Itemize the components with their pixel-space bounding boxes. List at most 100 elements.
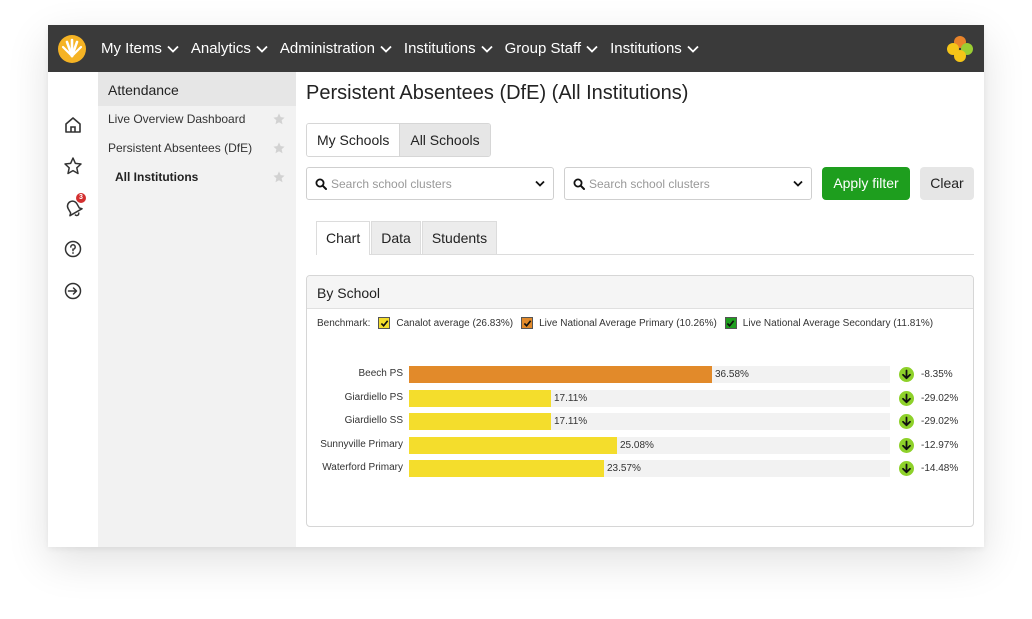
all-schools-button[interactable]: All Schools xyxy=(399,124,490,156)
cluster-select-2[interactable]: Search school clusters xyxy=(564,167,812,200)
app-logo-icon[interactable] xyxy=(57,34,87,64)
side-menu: Attendance Live Overview Dashboard Persi… xyxy=(98,72,296,547)
bar-value-label: 36.58% xyxy=(715,369,749,380)
by-school-bar-chart: Beech PS 36.58% -8.35% Giardiello PS 17.11% -… xyxy=(307,366,973,496)
side-menu-item-label: Live Overview Dashboard xyxy=(108,112,246,126)
chart-row: Giardiello PS 17.11% -29.02% xyxy=(307,389,973,408)
bar[interactable] xyxy=(409,460,604,477)
chevron-down-icon xyxy=(535,180,545,187)
category-label: Giardiello PS xyxy=(344,391,403,403)
side-menu-item-all-institutions[interactable]: All Institutions xyxy=(98,164,296,193)
nav-institutions[interactable]: Institutions xyxy=(404,40,493,57)
clear-button[interactable]: Clear xyxy=(920,167,974,200)
school-scope-toggle: My Schools All Schools xyxy=(306,123,491,157)
app-window: My Items Analytics Administration Instit… xyxy=(48,25,984,547)
bar-value-label: 25.08% xyxy=(620,439,654,451)
bar-track: 17.11% xyxy=(409,413,890,430)
benchmark-label: Benchmark: xyxy=(317,317,371,329)
arrow-down-icon xyxy=(899,390,914,406)
arrow-down-icon xyxy=(899,414,914,429)
chevron-down-icon xyxy=(481,45,493,53)
tab-data[interactable]: Data xyxy=(371,221,421,254)
chevron-down-icon xyxy=(793,180,803,187)
change-value: -29.02% xyxy=(921,416,959,427)
my-schools-button[interactable]: My Schools xyxy=(307,124,400,156)
favorite-star-icon[interactable] xyxy=(272,141,286,155)
nav-label: My Items xyxy=(101,40,162,57)
search-icon xyxy=(315,178,327,190)
side-menu-item-label: Persistent Absentees (DfE) xyxy=(108,141,253,155)
benchmark-legend: Benchmark: Canalot average (26.83%) Live… xyxy=(317,317,941,329)
chart-row: Beech PS 36.58% -8.35% xyxy=(307,366,973,384)
side-menu-header: Attendance xyxy=(98,72,296,106)
chevron-down-icon xyxy=(586,45,598,53)
icon-rail: 3 xyxy=(48,72,98,547)
side-menu-item-persistent-absentees[interactable]: Persistent Absentees (DfE) xyxy=(98,135,296,164)
change-value: -29.02% xyxy=(921,392,959,404)
legend-item-primary[interactable]: Live National Average Primary (10.26%) xyxy=(521,317,717,329)
bar-track: 25.08% xyxy=(409,436,890,454)
cluster-select-1[interactable]: Search school clusters xyxy=(306,167,554,200)
nav-institutions-2[interactable]: Institutions xyxy=(610,40,699,57)
change-value: -8.35% xyxy=(921,369,953,380)
nav-group-staff[interactable]: Group Staff xyxy=(505,40,598,57)
by-school-panel: By School Benchmark: Canalot average (26… xyxy=(306,275,974,527)
arrow-down-icon xyxy=(899,461,914,476)
arrow-down-icon xyxy=(899,367,914,382)
notification-badge: 3 xyxy=(76,193,86,203)
nav-administration[interactable]: Administration xyxy=(280,40,392,57)
category-label: Beech PS xyxy=(358,368,403,379)
legend-checkbox[interactable] xyxy=(378,317,391,329)
legend-item-canalot[interactable]: Canalot average (26.83%) xyxy=(378,317,513,329)
chevron-down-icon xyxy=(380,45,392,53)
legend-item-secondary[interactable]: Live National Average Secondary (11.81%) xyxy=(724,317,934,329)
legend-label: Live National Average Secondary (11.81%) xyxy=(742,317,934,329)
chevron-down-icon xyxy=(687,45,699,53)
logout-icon[interactable] xyxy=(62,280,84,302)
search-icon xyxy=(573,178,585,190)
legend-label: Canalot average (26.83%) xyxy=(396,317,514,329)
cluster-select-placeholder: Search school clusters xyxy=(331,176,452,191)
tab-students[interactable]: Students xyxy=(421,221,498,254)
main-nav: My Items Analytics Administration Instit… xyxy=(101,40,711,57)
chart-row: Sunnyville Primary 25.08% -12.97% xyxy=(307,436,973,455)
check-icon xyxy=(523,319,531,327)
bar-track: 36.58% xyxy=(409,366,890,383)
nav-label: Analytics xyxy=(190,40,251,57)
change-value: -14.48% xyxy=(921,463,959,474)
bar[interactable] xyxy=(409,389,551,407)
view-tabs: Chart Data Students xyxy=(316,221,974,255)
bar-value-label: 23.57% xyxy=(607,463,641,474)
panel-title: By School xyxy=(307,276,973,309)
favorite-star-icon[interactable] xyxy=(272,170,286,184)
legend-label: Live National Average Primary (10.26%) xyxy=(539,317,717,329)
category-label: Giardiello SS xyxy=(344,415,403,426)
chevron-down-icon xyxy=(256,45,268,53)
page-title: Persistent Absentees (DfE) (All Institut… xyxy=(306,82,689,104)
bar-track: 23.57% xyxy=(409,460,890,477)
tab-chart[interactable]: Chart xyxy=(316,221,371,255)
nav-analytics[interactable]: Analytics xyxy=(191,40,268,57)
apply-filter-button[interactable]: Apply filter xyxy=(822,167,910,200)
nav-my-items[interactable]: My Items xyxy=(101,40,179,57)
star-icon[interactable] xyxy=(62,155,84,177)
category-label: Waterford Primary xyxy=(322,462,403,473)
bar[interactable] xyxy=(409,366,712,383)
bar-value-label: 17.11% xyxy=(554,416,588,427)
side-menu-item-live-overview[interactable]: Live Overview Dashboard xyxy=(98,106,296,135)
nav-label: Institutions xyxy=(403,40,476,57)
home-icon[interactable] xyxy=(62,114,84,136)
chevron-down-icon xyxy=(167,45,179,53)
check-icon xyxy=(727,319,735,327)
side-menu-item-label: All Institutions xyxy=(115,170,199,184)
favorite-star-icon[interactable] xyxy=(272,112,286,126)
legend-checkbox[interactable] xyxy=(724,317,737,329)
bar-track: 17.11% xyxy=(409,389,890,407)
help-icon[interactable] xyxy=(62,238,84,260)
bar[interactable] xyxy=(409,413,551,430)
nav-label: Administration xyxy=(279,40,375,57)
bar[interactable] xyxy=(409,436,617,454)
brand-clover-icon[interactable] xyxy=(946,35,974,63)
bell-icon[interactable]: 3 xyxy=(62,193,86,218)
legend-checkbox[interactable] xyxy=(521,317,534,329)
